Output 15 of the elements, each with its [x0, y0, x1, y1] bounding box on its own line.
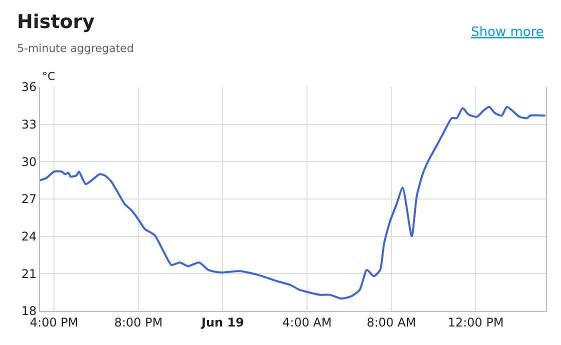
y-tick-label: 33	[21, 118, 37, 132]
chart-title: History	[17, 11, 96, 33]
y-tick-label: 27	[21, 192, 37, 206]
y-tick-label: 24	[21, 230, 37, 244]
x-tick-label: 4:00 AM	[282, 315, 332, 330]
y-tick-label: 30	[21, 154, 37, 169]
y-tick-label: 21	[21, 266, 37, 281]
y-axis-title: °C	[42, 70, 56, 83]
x-tick-label: Jun 19	[200, 315, 244, 330]
y-tick-label: 36	[21, 80, 37, 94]
text: Show more	[471, 25, 544, 40]
chart-subtitle: 5-minute aggregated	[17, 42, 134, 55]
x-tick-label: 8:00 AM	[366, 315, 416, 330]
x-tick-label: 8:00 PM	[114, 315, 163, 330]
x-tick-label: 12:00 PM	[448, 315, 504, 330]
